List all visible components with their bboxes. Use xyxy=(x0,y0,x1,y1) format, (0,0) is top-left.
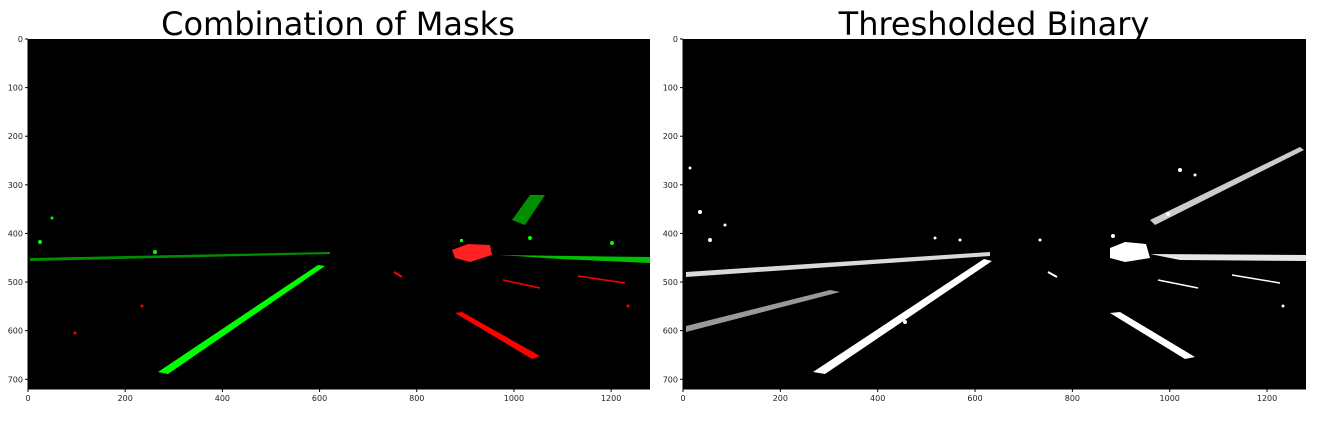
white-spot xyxy=(1111,234,1115,238)
right-y-tick-label: 600 xyxy=(663,327,678,336)
white-spot xyxy=(698,210,702,214)
white-spot xyxy=(1178,168,1182,172)
red-spot xyxy=(140,304,144,308)
axis-ticks-layer: 0 200 400 600 800 1000 12000100200300400500600… xyxy=(8,35,1278,403)
red-lane-dash xyxy=(577,275,626,284)
left-panel-title: Combination of Masks xyxy=(161,5,515,43)
right-y-tick-label: 300 xyxy=(663,181,678,190)
white-spot xyxy=(903,320,907,324)
green-right-horizon-band xyxy=(500,255,650,263)
left-x-tick-label: 800 xyxy=(409,394,424,403)
red-mask-features xyxy=(73,244,630,359)
left-x-tick-label: 600 xyxy=(312,394,327,403)
left-x-tick-label: 200 xyxy=(118,394,133,403)
right-x-tick-label: 0 xyxy=(680,394,685,403)
green-spot xyxy=(38,240,42,244)
green-left-lane-line xyxy=(158,265,325,374)
right-y-tick-label: 200 xyxy=(663,132,678,141)
right-x-tick-label: 1000 xyxy=(1160,394,1180,403)
white-spot xyxy=(958,238,962,242)
white-left-edge-band xyxy=(686,290,840,332)
left-y-tick-label: 300 xyxy=(8,181,23,190)
left-x-tick-label: 1200 xyxy=(601,394,621,403)
right-x-tick-label: 800 xyxy=(1065,394,1080,403)
right-y-tick-label: 400 xyxy=(663,229,678,238)
white-right-diagonal-band xyxy=(1150,147,1304,225)
red-lane-dash xyxy=(393,271,403,278)
green-car-reflection xyxy=(460,239,463,242)
green-horizon-band xyxy=(30,252,330,261)
white-car-blob xyxy=(1110,242,1150,262)
white-lane-dash xyxy=(1157,279,1199,289)
red-car-blob xyxy=(452,244,492,262)
white-right-lane-line xyxy=(1110,312,1195,359)
right-y-tick-label: 700 xyxy=(663,375,678,384)
red-right-lane-line xyxy=(455,312,540,359)
green-spot xyxy=(153,250,157,254)
green-spot xyxy=(610,241,614,245)
left-y-tick-label: 200 xyxy=(8,132,23,141)
left-x-tick-label: 400 xyxy=(215,394,230,403)
red-spot xyxy=(73,331,77,335)
white-spot xyxy=(1281,304,1285,308)
left-image-panel xyxy=(27,39,650,390)
right-x-tick-label: 1200 xyxy=(1257,394,1277,403)
right-image-panel xyxy=(682,39,1306,390)
white-spot xyxy=(688,166,692,170)
green-mask-features xyxy=(30,195,650,374)
right-y-tick-label: 0 xyxy=(673,35,678,44)
white-binary-features xyxy=(686,147,1306,374)
right-panel-title: Thresholded Binary xyxy=(838,5,1150,43)
white-spot xyxy=(723,223,727,227)
white-spot xyxy=(933,236,937,240)
red-spot xyxy=(626,304,630,308)
right-x-tick-label: 600 xyxy=(967,394,982,403)
right-image-background xyxy=(683,39,1306,389)
left-y-tick-label: 600 xyxy=(8,327,23,336)
green-spot xyxy=(528,236,532,240)
right-x-tick-label: 200 xyxy=(773,394,788,403)
right-x-tick-label: 400 xyxy=(870,394,885,403)
red-lane-dash xyxy=(502,279,541,289)
green-tree-patch xyxy=(512,195,545,225)
right-y-tick-label: 100 xyxy=(663,84,678,93)
white-lane-dash xyxy=(1231,274,1281,284)
left-x-tick-label: 0 xyxy=(25,394,30,403)
left-y-tick-label: 500 xyxy=(8,278,23,287)
left-image-background xyxy=(28,39,650,389)
left-y-tick-label: 400 xyxy=(8,229,23,238)
right-y-tick-label: 500 xyxy=(663,278,678,287)
left-y-tick-label: 100 xyxy=(8,84,23,93)
white-left-lane-line xyxy=(813,259,992,374)
white-spot xyxy=(708,238,712,242)
white-spot xyxy=(1166,212,1170,216)
left-y-tick-label: 0 xyxy=(18,35,23,44)
white-horizon-band xyxy=(686,252,990,277)
left-y-tick-label: 700 xyxy=(8,375,23,384)
white-right-horizon-band xyxy=(1150,254,1306,261)
white-spot xyxy=(1193,173,1197,177)
white-spot xyxy=(1038,238,1042,242)
white-lane-dash xyxy=(1047,271,1058,278)
green-spot xyxy=(50,216,54,220)
left-x-tick-label: 1000 xyxy=(504,394,524,403)
